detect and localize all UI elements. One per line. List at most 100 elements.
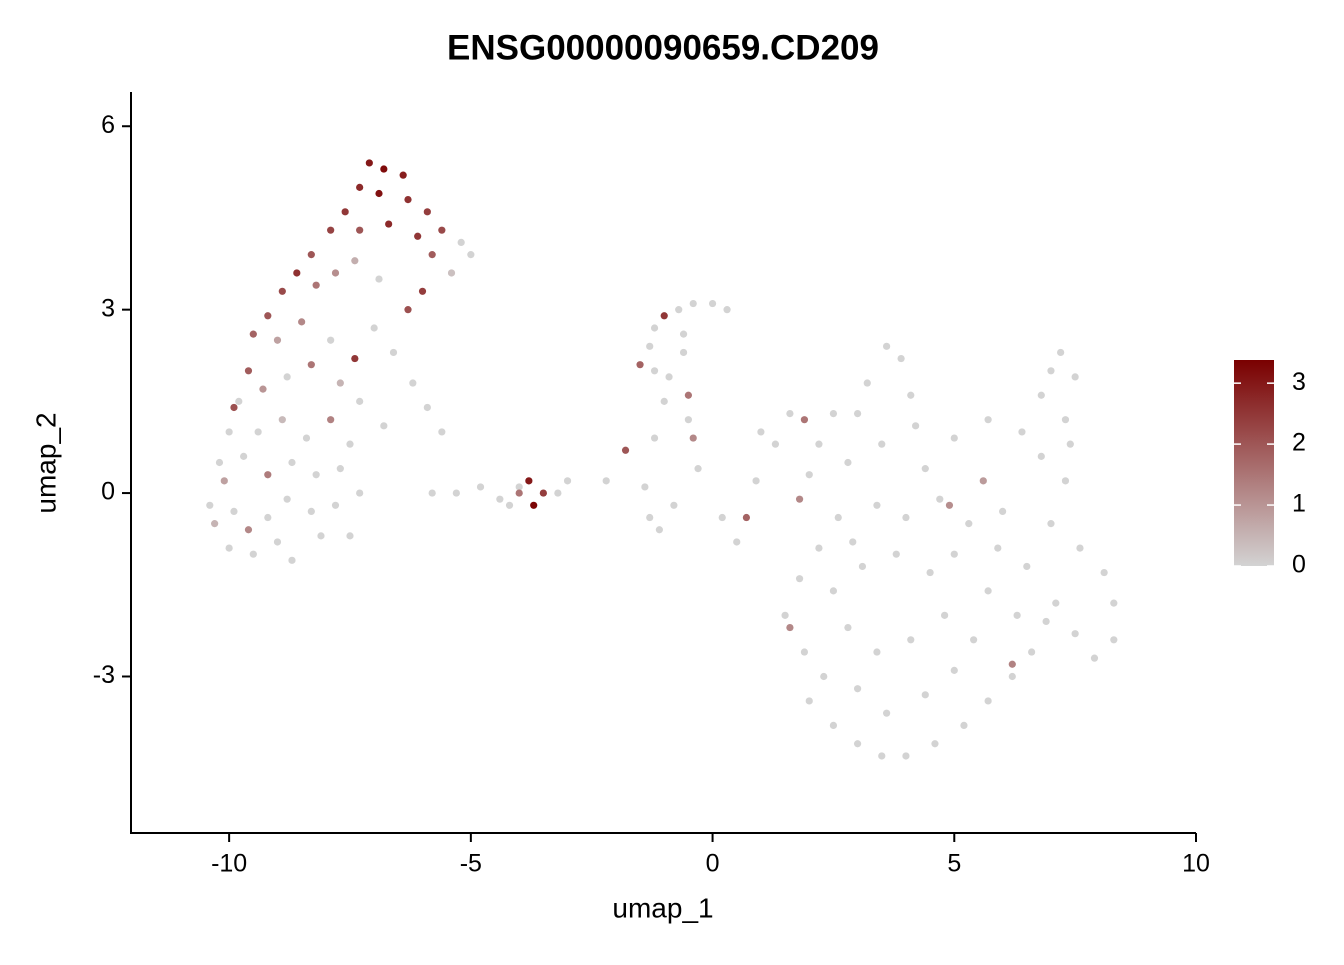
colorbar-label: 0 (1292, 551, 1306, 579)
point (679, 330, 688, 338)
point (733, 538, 741, 546)
x-axis-title: umap_1 (612, 892, 713, 923)
point (786, 623, 794, 632)
point (771, 440, 780, 448)
point (298, 318, 306, 326)
point (912, 422, 920, 430)
point (941, 611, 949, 619)
point (211, 520, 219, 528)
point (675, 306, 683, 314)
point (530, 501, 538, 509)
point (264, 513, 272, 522)
point (380, 422, 388, 430)
x-tick-label: -10 (211, 850, 247, 878)
point (404, 306, 412, 314)
point (317, 532, 325, 540)
point (815, 440, 823, 448)
point (984, 697, 992, 705)
point (950, 550, 958, 558)
point (873, 501, 881, 509)
point (307, 251, 315, 259)
y-axis-title: umap_2 (30, 412, 61, 513)
point (1018, 428, 1026, 436)
point (1076, 544, 1084, 552)
point (254, 428, 262, 436)
point (244, 367, 253, 375)
colorbar-label: 2 (1292, 429, 1306, 457)
point (351, 354, 359, 363)
point (684, 416, 692, 424)
point (215, 458, 224, 467)
point (1008, 660, 1016, 668)
point (921, 465, 929, 473)
point (428, 251, 436, 259)
point (375, 189, 383, 198)
colorbar-label: 3 (1292, 368, 1306, 396)
point (336, 465, 344, 473)
point (795, 495, 804, 503)
point (278, 287, 286, 295)
point (655, 526, 663, 534)
point (1100, 568, 1108, 577)
point (849, 538, 857, 546)
point (863, 379, 871, 387)
point (278, 416, 286, 424)
point (950, 434, 958, 442)
colorbar (1234, 360, 1274, 566)
point (926, 568, 934, 577)
point (646, 513, 654, 522)
point (781, 611, 789, 619)
x-tick-label: 0 (706, 850, 720, 878)
point (331, 269, 340, 277)
point (907, 636, 915, 644)
point (288, 458, 296, 467)
point (834, 513, 842, 522)
point (853, 409, 862, 418)
point (346, 440, 354, 448)
point (302, 434, 311, 442)
point (1057, 348, 1065, 357)
point (844, 623, 852, 632)
point (380, 165, 388, 173)
y-tick-label: 0 (101, 478, 115, 506)
point (452, 489, 460, 497)
point (423, 403, 431, 412)
point (694, 465, 702, 473)
point (999, 507, 1007, 516)
point (752, 477, 760, 485)
point (660, 397, 668, 405)
point (438, 428, 446, 436)
point (883, 709, 891, 717)
point (414, 232, 422, 240)
point (641, 483, 649, 491)
point (554, 489, 562, 497)
point (892, 550, 900, 558)
point (883, 342, 891, 350)
point (1047, 520, 1055, 528)
chart-title: ENSG00000090659.CD209 (447, 28, 879, 67)
point (950, 666, 958, 674)
point (723, 306, 731, 314)
point (786, 409, 794, 418)
point (1061, 477, 1070, 485)
point (312, 281, 320, 289)
point (820, 672, 828, 681)
point (438, 226, 446, 234)
point (240, 452, 248, 460)
point (650, 367, 659, 375)
point (897, 354, 905, 363)
point (800, 416, 809, 424)
point (679, 348, 688, 357)
point (979, 477, 987, 485)
point (665, 373, 673, 381)
point (1013, 611, 1021, 619)
point (636, 361, 644, 369)
point (409, 379, 417, 387)
point (853, 685, 862, 693)
point (312, 471, 320, 479)
point (1090, 654, 1099, 662)
colorbar-label: 1 (1292, 490, 1306, 518)
point (689, 434, 697, 442)
point (994, 544, 1002, 552)
